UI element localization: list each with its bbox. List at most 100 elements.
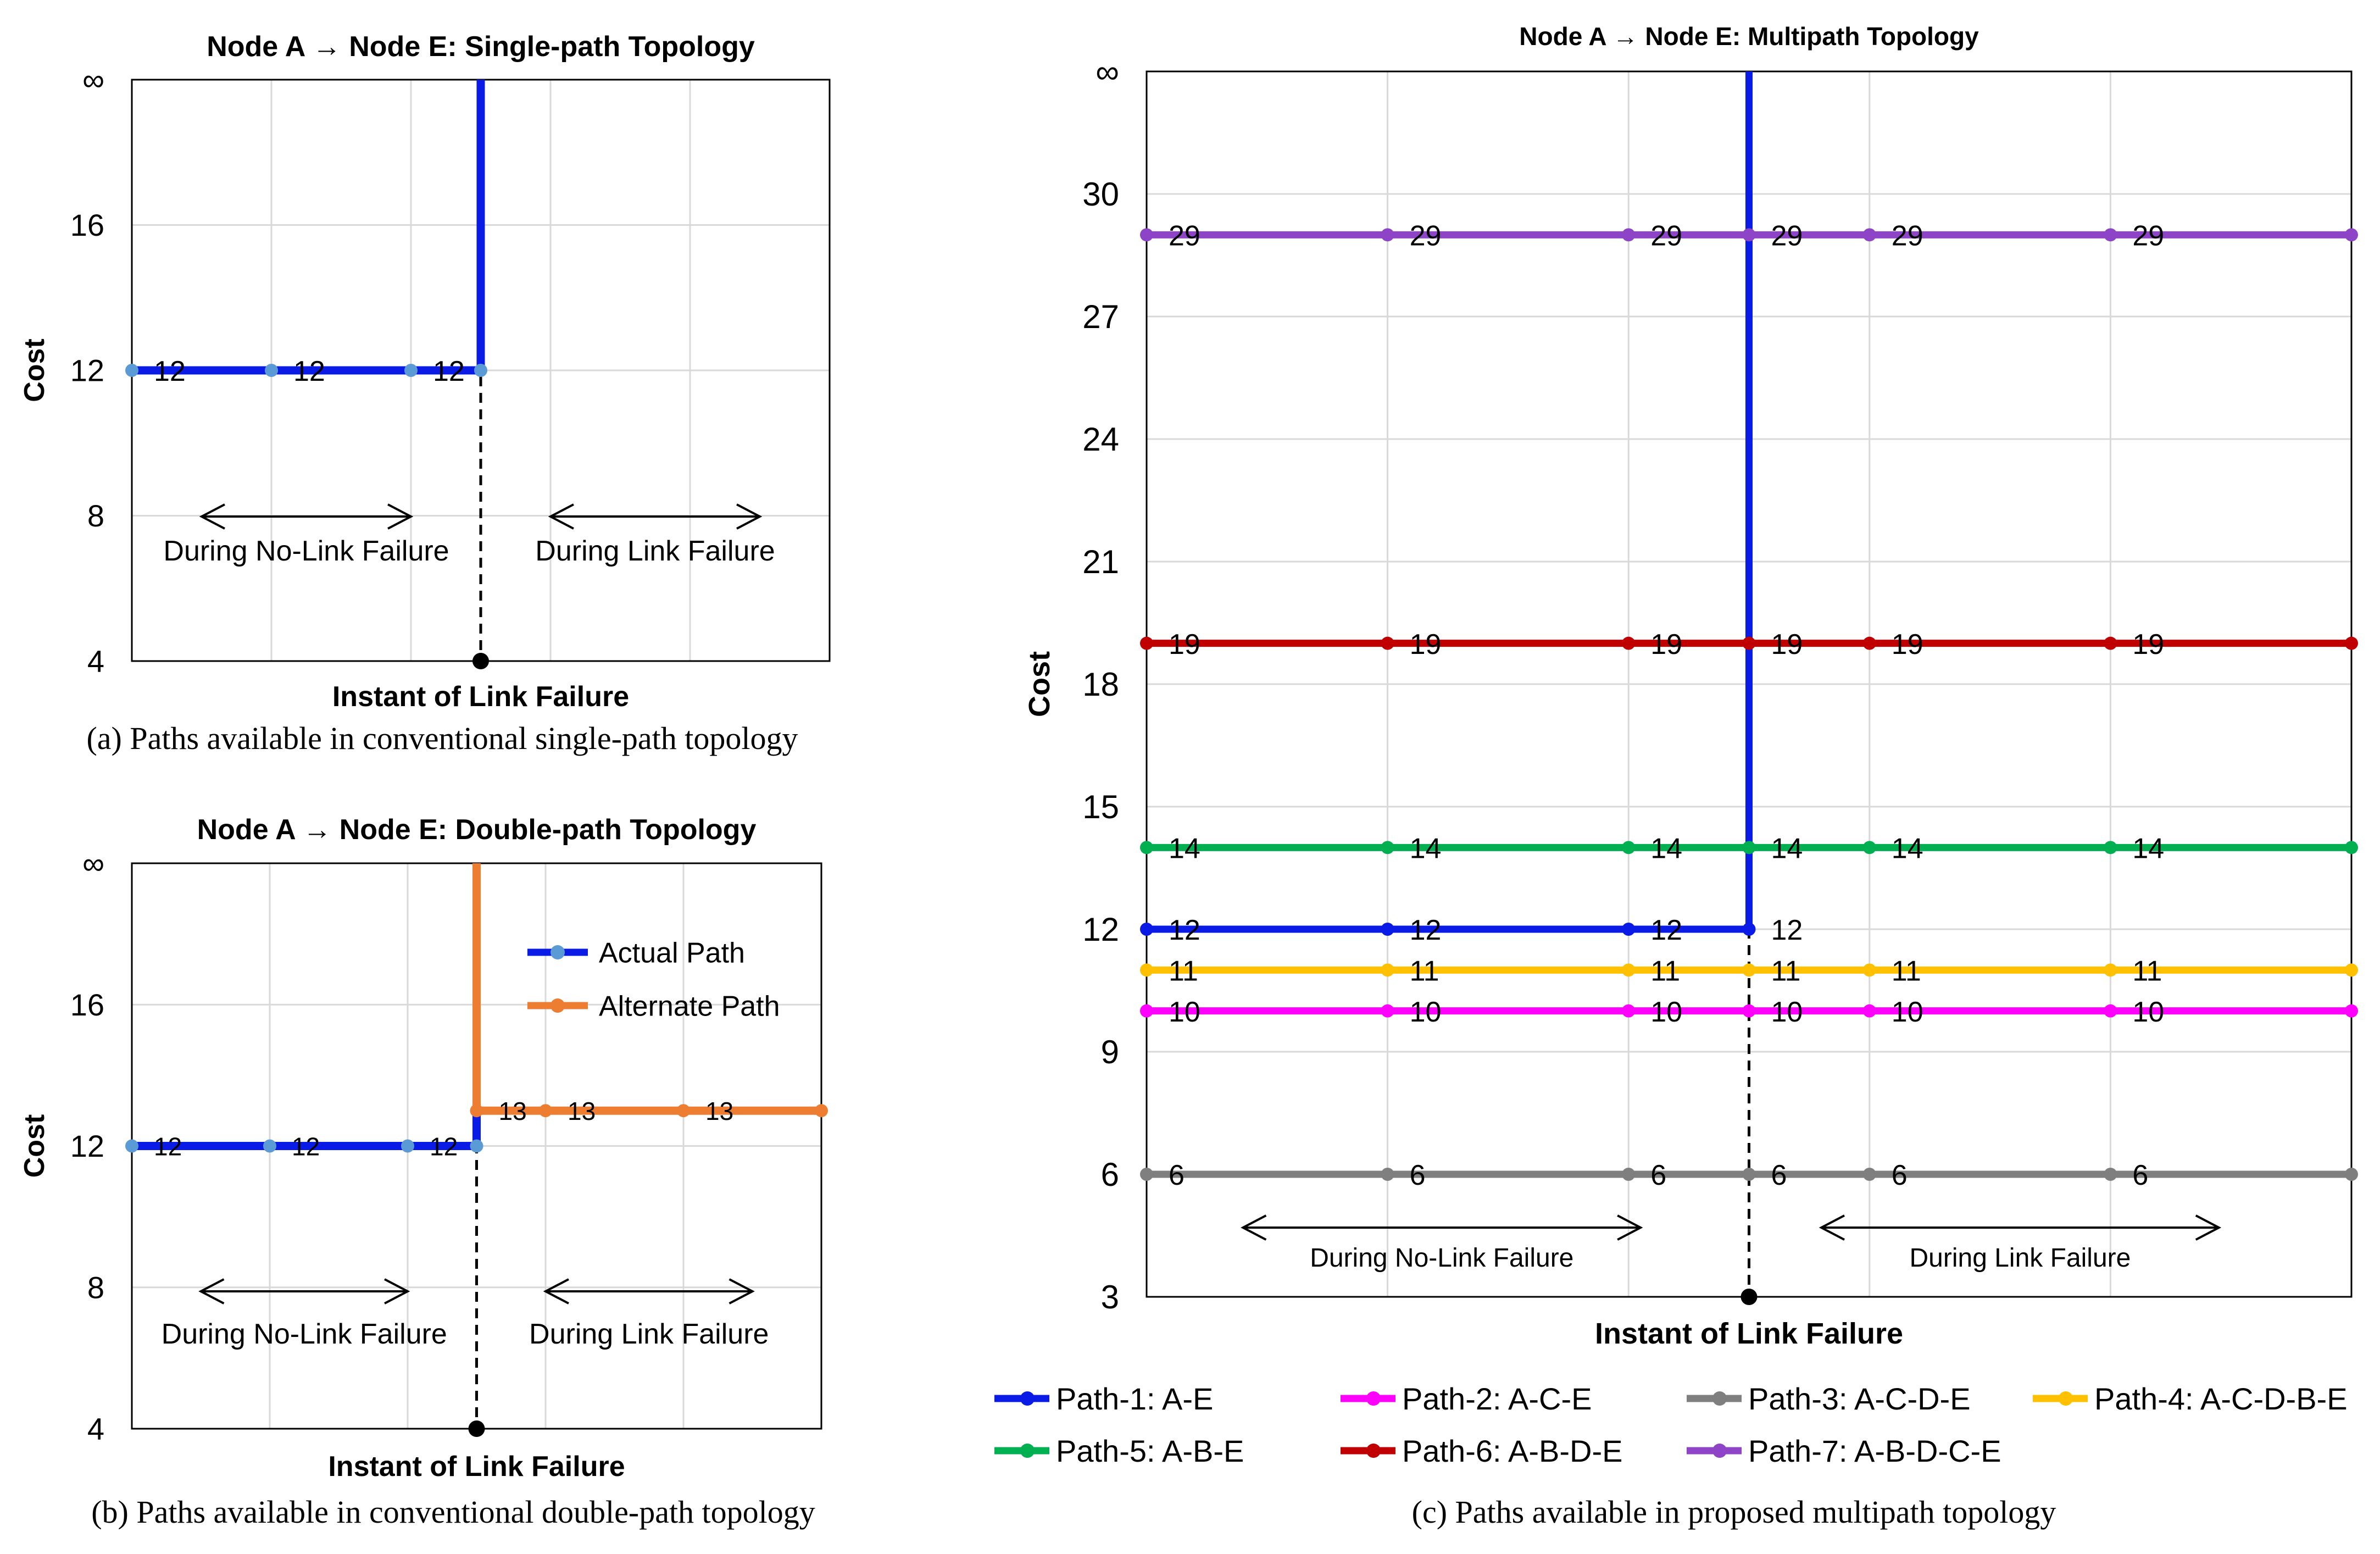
legend-entry-label: Path-4: A-C-D-B-E xyxy=(2094,1381,2348,1416)
y-tick-label: 27 xyxy=(1082,298,1119,335)
y-tick-label: 9 xyxy=(1101,1034,1119,1070)
data-label: 6 xyxy=(1771,1159,1787,1191)
data-label: 19 xyxy=(1410,629,1442,661)
data-point xyxy=(1381,923,1394,936)
data-label: 10 xyxy=(2132,996,2164,1028)
data-point xyxy=(404,364,418,377)
failure-instant-dot xyxy=(472,653,489,669)
data-point xyxy=(1140,841,1153,854)
legend-entry-label: Actual Path xyxy=(599,937,745,969)
data-point xyxy=(2104,228,2117,242)
data-point xyxy=(2104,636,2117,650)
data-point xyxy=(1622,636,1636,650)
data-point xyxy=(1381,1168,1394,1181)
data-label: 13 xyxy=(705,1097,733,1125)
legend-swatch-marker xyxy=(1712,1444,1727,1458)
data-point xyxy=(677,1104,690,1118)
data-label: 11 xyxy=(1169,956,1198,987)
data-label: 14 xyxy=(1892,833,1923,865)
data-label: 14 xyxy=(1650,833,1682,865)
data-label: 6 xyxy=(1892,1159,1908,1191)
data-label: 12 xyxy=(293,356,325,387)
data-point xyxy=(1140,228,1153,242)
data-label: 19 xyxy=(1892,629,1923,661)
arrow-head xyxy=(736,503,763,530)
data-point xyxy=(2104,1004,2117,1018)
data-point xyxy=(470,1139,483,1153)
y-tick-label: 3 xyxy=(1101,1279,1119,1316)
arrow-head xyxy=(1617,1214,1643,1241)
annotation-label: During Link Failure xyxy=(535,535,775,567)
data-label: 12 xyxy=(154,1133,182,1161)
series-line xyxy=(472,863,821,1115)
caption-single-path: (a) Paths available in conventional sing… xyxy=(86,720,798,756)
data-point xyxy=(1381,1004,1394,1018)
data-label: 12 xyxy=(292,1133,320,1161)
data-point xyxy=(2104,963,2117,977)
data-point xyxy=(1622,923,1636,936)
arrow-head xyxy=(199,503,225,530)
data-point xyxy=(1140,1004,1153,1018)
caption-double-path: (b) Paths available in conventional doub… xyxy=(91,1494,815,1530)
legend-entry-label: Path-7: A-B-D-C-E xyxy=(1748,1434,2001,1468)
y-tick-label: 12 xyxy=(70,1129,104,1163)
arrow-head xyxy=(548,503,574,530)
legend-swatch-marker xyxy=(1366,1444,1381,1458)
data-point xyxy=(1381,228,1394,242)
data-point xyxy=(1381,841,1394,854)
arrow-head xyxy=(729,1278,755,1305)
data-label: 12 xyxy=(1169,914,1200,946)
y-tick-label: 8 xyxy=(87,498,104,533)
data-label: 29 xyxy=(1410,220,1442,252)
data-point xyxy=(2345,1168,2358,1181)
data-label: 12 xyxy=(430,1133,458,1161)
data-point xyxy=(1742,636,1756,650)
y-tick-label: 21 xyxy=(1082,543,1119,580)
data-label: 12 xyxy=(1650,914,1682,946)
data-point xyxy=(1742,841,1756,854)
y-tick-label: 12 xyxy=(1082,911,1119,948)
data-label: 11 xyxy=(1410,956,1439,987)
data-label: 10 xyxy=(1410,996,1442,1028)
data-point xyxy=(1381,636,1394,650)
series-line xyxy=(1147,71,1753,933)
annotation-label: During Link Failure xyxy=(1910,1244,2131,1273)
legend-entry-label: Path-5: A-B-E xyxy=(1056,1434,1244,1468)
data-label: 10 xyxy=(1169,996,1200,1028)
data-point xyxy=(2345,228,2358,242)
chart-double-path: Node A → Node E: Double-path Topology ∞ 16… xyxy=(19,814,828,1483)
legend-swatch-marker xyxy=(1366,1391,1381,1406)
annotation-label: During No-Link Failure xyxy=(163,535,449,567)
y-tick-label: 12 xyxy=(70,353,104,388)
data-label: 29 xyxy=(1771,220,1803,252)
failure-instant-dot xyxy=(468,1420,485,1437)
data-label: 12 xyxy=(433,356,465,387)
y-tick-label: 15 xyxy=(1082,789,1119,825)
y-tick-label: 16 xyxy=(70,208,104,242)
data-label: 6 xyxy=(2132,1159,2148,1191)
arrow-head xyxy=(198,1278,225,1305)
y-tick-label: 4 xyxy=(87,644,104,679)
legend-swatch-marker xyxy=(550,998,565,1013)
y-tick-label: 18 xyxy=(1082,666,1119,703)
arrow-head xyxy=(384,1278,410,1305)
data-point xyxy=(2104,1168,2117,1181)
data-label: 19 xyxy=(1771,629,1803,661)
data-label: 10 xyxy=(1771,996,1803,1028)
data-label: 12 xyxy=(154,356,186,387)
data-point xyxy=(1742,963,1756,977)
data-point xyxy=(1622,1004,1636,1018)
data-point xyxy=(1742,1004,1756,1018)
data-point xyxy=(1622,1168,1636,1181)
y-tick-label: 4 xyxy=(87,1412,104,1446)
data-label: 10 xyxy=(1650,996,1682,1028)
data-point xyxy=(2345,636,2358,650)
data-point xyxy=(401,1139,414,1153)
data-label: 14 xyxy=(1410,833,1442,865)
legend-swatch-marker xyxy=(2059,1391,2073,1406)
y-tick-label: 6 xyxy=(1101,1156,1119,1193)
data-point xyxy=(1862,841,1876,854)
data-point xyxy=(2345,841,2358,854)
x-axis-label: Instant of Link Failure xyxy=(1595,1317,1903,1350)
